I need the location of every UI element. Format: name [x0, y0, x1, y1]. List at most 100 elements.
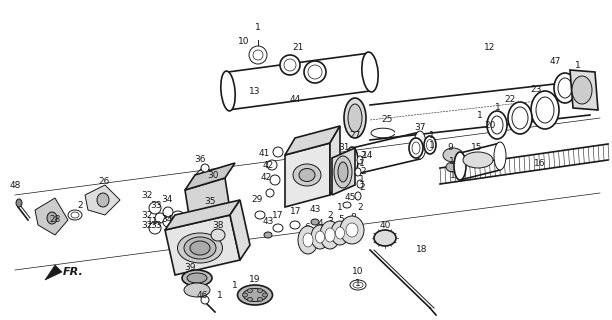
- Text: 45: 45: [345, 194, 356, 203]
- Text: 1: 1: [232, 281, 238, 290]
- Ellipse shape: [221, 71, 235, 111]
- Text: 26: 26: [99, 178, 110, 187]
- Text: 44: 44: [289, 95, 300, 105]
- Text: 13: 13: [249, 87, 261, 97]
- Ellipse shape: [71, 212, 79, 218]
- Ellipse shape: [427, 140, 433, 150]
- Ellipse shape: [201, 164, 209, 172]
- Ellipse shape: [264, 232, 272, 238]
- Ellipse shape: [273, 224, 283, 232]
- Text: 39: 39: [184, 263, 196, 273]
- Ellipse shape: [311, 219, 319, 225]
- Ellipse shape: [340, 216, 364, 244]
- Text: 12: 12: [484, 43, 496, 52]
- Text: 42: 42: [263, 161, 274, 170]
- Ellipse shape: [512, 107, 528, 129]
- Text: 2: 2: [360, 167, 366, 177]
- Ellipse shape: [249, 46, 267, 64]
- Text: 8: 8: [350, 212, 356, 221]
- Ellipse shape: [255, 211, 265, 219]
- Polygon shape: [285, 143, 330, 207]
- Ellipse shape: [412, 142, 420, 154]
- Text: 33: 33: [151, 220, 162, 229]
- Text: 23: 23: [531, 85, 542, 94]
- Text: 27: 27: [349, 131, 360, 140]
- Text: 15: 15: [471, 143, 483, 153]
- Ellipse shape: [320, 221, 340, 249]
- Text: 1: 1: [217, 291, 223, 300]
- Text: 1: 1: [495, 103, 501, 113]
- Text: 2: 2: [357, 204, 363, 212]
- Ellipse shape: [266, 189, 274, 197]
- Ellipse shape: [558, 78, 572, 98]
- Text: 32: 32: [141, 190, 152, 199]
- Ellipse shape: [293, 164, 321, 186]
- Ellipse shape: [350, 280, 366, 290]
- Text: 30: 30: [207, 171, 218, 180]
- Text: 1: 1: [359, 175, 365, 185]
- Ellipse shape: [346, 147, 358, 175]
- Ellipse shape: [325, 228, 335, 242]
- Text: 29: 29: [252, 196, 263, 204]
- Text: 46: 46: [196, 291, 207, 300]
- Ellipse shape: [331, 221, 349, 245]
- Polygon shape: [185, 163, 235, 190]
- Ellipse shape: [68, 210, 82, 220]
- Ellipse shape: [263, 293, 267, 297]
- Ellipse shape: [343, 202, 351, 208]
- Ellipse shape: [494, 142, 506, 170]
- Text: 3: 3: [327, 218, 333, 227]
- Text: 28: 28: [50, 215, 61, 225]
- Text: 34: 34: [162, 215, 173, 225]
- Text: 42: 42: [260, 173, 272, 182]
- Polygon shape: [45, 265, 62, 280]
- Ellipse shape: [284, 59, 296, 71]
- Text: 31: 31: [338, 143, 349, 153]
- Text: 4: 4: [317, 220, 323, 228]
- Ellipse shape: [357, 180, 363, 188]
- Text: 33: 33: [151, 201, 162, 210]
- Text: 17: 17: [272, 211, 284, 220]
- Text: 1: 1: [429, 131, 435, 140]
- Text: 1: 1: [429, 140, 435, 149]
- Text: 20: 20: [484, 122, 496, 131]
- Ellipse shape: [270, 175, 280, 185]
- Text: 40: 40: [379, 220, 390, 229]
- Ellipse shape: [182, 270, 212, 286]
- Polygon shape: [185, 203, 228, 240]
- Ellipse shape: [491, 116, 503, 134]
- Text: 34: 34: [162, 196, 173, 204]
- Text: 19: 19: [249, 276, 261, 284]
- Ellipse shape: [201, 296, 209, 304]
- Ellipse shape: [443, 148, 463, 162]
- Ellipse shape: [242, 293, 247, 297]
- Text: 32: 32: [141, 211, 152, 220]
- Text: 18: 18: [416, 245, 428, 254]
- Text: 5: 5: [338, 215, 344, 225]
- Ellipse shape: [508, 102, 532, 134]
- Text: 41: 41: [258, 148, 270, 157]
- Ellipse shape: [353, 282, 363, 288]
- Text: 10: 10: [353, 268, 364, 276]
- Text: 2: 2: [327, 211, 333, 220]
- Ellipse shape: [184, 283, 210, 297]
- Text: 1: 1: [477, 110, 483, 119]
- Ellipse shape: [424, 136, 436, 154]
- Polygon shape: [85, 185, 120, 215]
- Polygon shape: [332, 148, 355, 195]
- Text: 22: 22: [504, 95, 516, 105]
- Ellipse shape: [155, 213, 165, 223]
- Text: 32: 32: [141, 220, 152, 229]
- Ellipse shape: [554, 73, 576, 103]
- Ellipse shape: [243, 289, 267, 301]
- Polygon shape: [165, 215, 240, 275]
- Ellipse shape: [290, 221, 300, 229]
- Ellipse shape: [253, 50, 263, 60]
- Ellipse shape: [16, 199, 22, 207]
- Text: 43: 43: [263, 218, 274, 227]
- Ellipse shape: [211, 229, 225, 241]
- Text: 1: 1: [255, 23, 261, 33]
- Polygon shape: [330, 126, 340, 195]
- Ellipse shape: [177, 233, 223, 263]
- Ellipse shape: [346, 223, 358, 237]
